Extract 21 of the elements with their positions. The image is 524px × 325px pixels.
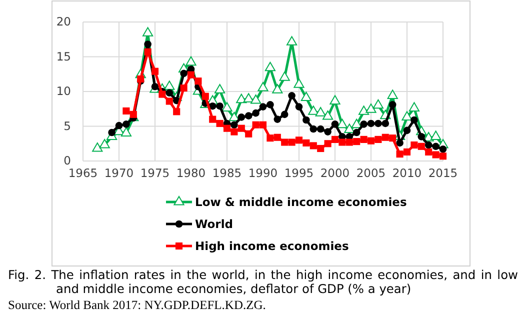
y-tick-label: 5 [64,118,71,133]
source-note: Source: World Bank 2017: NY.GDP.DEFL.KD.ZG. [8,298,267,313]
legend-label: World [195,217,234,231]
x-tick-label: 1985 [212,166,242,180]
x-tick-label: 2005 [356,166,386,180]
x-tick-label: 1965 [68,166,98,180]
x-tick-label: 1995 [284,166,314,180]
y-tick-label: 20 [56,14,71,29]
y-tick-label: 10 [56,84,71,98]
legend-label: High income economies [195,239,349,253]
y-tick-label: 15 [56,49,71,64]
y-tick-label: 0 [64,154,71,168]
legend-label: Low & middle income economies [195,195,407,209]
caption: Fig. 2. The inflation rates in the world, in the high income economies, and in low and middle income economies, deflator of GDP (% a year) [8,268,518,296]
x-tick-label: 1970 [104,166,134,180]
x-tick-label: 2010 [392,166,422,180]
x-tick-label: 2015 [428,166,458,180]
x-tick-label: 1990 [248,166,278,180]
x-tick-label: 1975 [140,166,170,180]
x-tick-label: 1980 [176,166,206,180]
x-tick-label: 2000 [320,166,350,180]
